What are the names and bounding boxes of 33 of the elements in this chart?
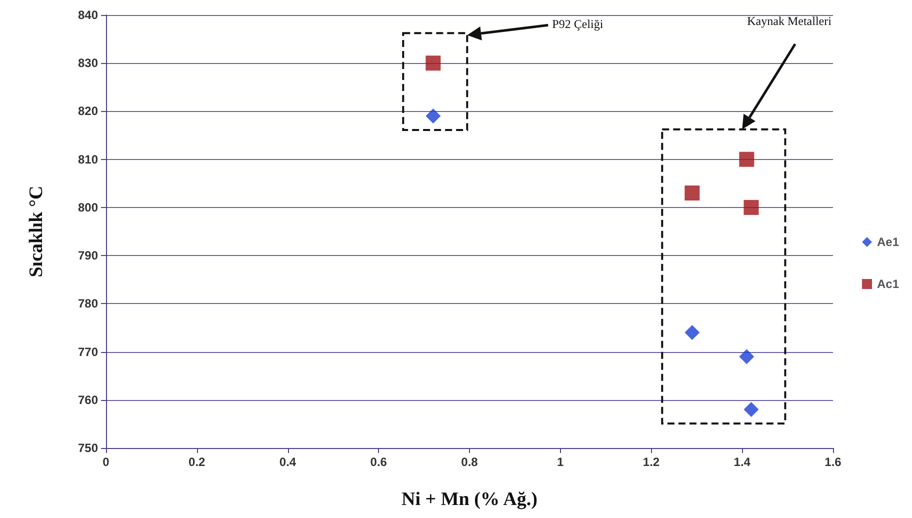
y-tick-label: 770 <box>78 344 98 359</box>
point <box>426 56 441 71</box>
y-tick-label: 830 <box>78 56 98 70</box>
point <box>744 200 759 215</box>
x-tick-label: 0.4 <box>279 455 296 469</box>
legend-label: Ac1 <box>876 277 900 291</box>
x-tick-label: 1.2 <box>642 455 660 469</box>
x-tick-label: 1.4 <box>734 455 751 469</box>
x-tick-label: 0.2 <box>188 455 206 469</box>
y-tick-label: 800 <box>78 200 98 214</box>
y-tick-label: 760 <box>78 392 98 407</box>
annotation: P92 Çeliği <box>552 16 604 31</box>
x-tick-label: 0.8 <box>461 455 478 469</box>
point <box>739 349 754 364</box>
y-axis-title: Sıcaklık °C <box>26 186 47 278</box>
x-tick-label: 1.6 <box>824 455 842 469</box>
point <box>684 186 700 201</box>
x-tick-label: 0 <box>102 455 110 469</box>
point <box>426 108 441 124</box>
x-tick-label: 0.6 <box>370 455 388 469</box>
y-tick-label: 840 <box>78 8 98 22</box>
y-tick-label: 810 <box>78 152 98 166</box>
point <box>744 402 759 418</box>
y-tick-label: 790 <box>78 248 98 263</box>
legend-label: Ae1 <box>876 235 900 249</box>
x-tick-label: 1 <box>557 455 564 469</box>
point <box>739 152 754 167</box>
y-tick-label: 820 <box>78 104 98 118</box>
x-axis-title: Ni + Mn (% Ağ.) <box>402 489 538 510</box>
annotation: Kaynak Metalleri <box>747 14 832 28</box>
y-tick-label: 750 <box>78 441 98 455</box>
y-tick-label: 780 <box>78 296 98 311</box>
point <box>684 325 700 340</box>
